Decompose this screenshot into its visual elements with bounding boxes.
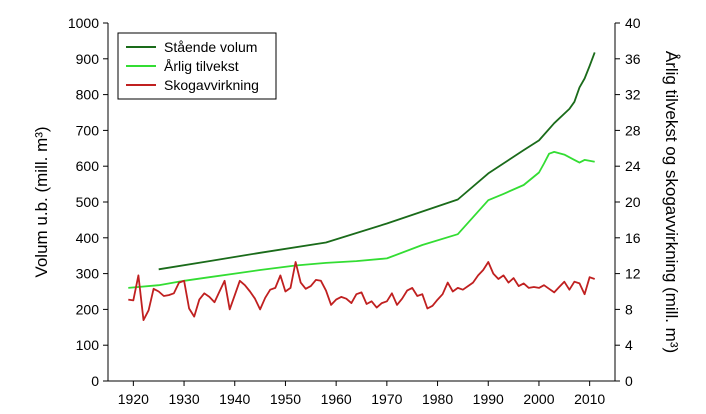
- series-line-2: [128, 150, 595, 289]
- legend-label-1: Stående volum: [164, 39, 257, 55]
- x-tick-label: 1920: [118, 391, 149, 407]
- x-tick-label: 1980: [422, 391, 453, 407]
- left-y-tick-label: 700: [76, 122, 100, 138]
- right-y-axis-ticks: 0 4 8 12 16 20 24 28 32 36 40: [615, 15, 641, 389]
- left-y-axis-title: Volum u.b. (mill. m³): [32, 126, 51, 277]
- series-lines: [128, 52, 596, 322]
- x-tick-label: 1990: [473, 391, 504, 407]
- right-y-tick-label: 28: [625, 122, 641, 138]
- x-tick-label: 2010: [574, 391, 605, 407]
- left-y-tick-label: 0: [91, 373, 99, 389]
- legend-label-3: Skogavvirkning: [164, 77, 259, 93]
- x-tick-label: 1960: [321, 391, 352, 407]
- right-y-tick-label: 24: [625, 158, 641, 174]
- right-y-tick-label: 0: [625, 373, 633, 389]
- legend: Stående volum Årlig tilvekst Skogavvirknin…: [117, 32, 277, 100]
- left-y-tick-label: 500: [76, 194, 100, 210]
- left-y-tick-label: 900: [76, 51, 100, 67]
- right-y-tick-label: 8: [625, 301, 633, 317]
- left-y-tick-label: 600: [76, 158, 100, 174]
- right-y-tick-label: 32: [625, 87, 641, 103]
- right-y-tick-label: 36: [625, 51, 641, 67]
- x-tick-label: 1950: [270, 391, 301, 407]
- left-y-tick-label: 100: [76, 337, 100, 353]
- left-y-tick-label: 300: [76, 266, 100, 282]
- left-y-tick-label: 200: [76, 301, 100, 317]
- right-y-tick-label: 4: [625, 337, 633, 353]
- series-line-3: [128, 261, 595, 322]
- left-y-axis-ticks: 0 100 200 300 400 500 600 700 800 900 1000: [68, 15, 108, 389]
- x-axis-ticks: 1920 1930 1940 1950 1960 1970 1980 1990 2000 2010: [118, 381, 605, 407]
- right-y-tick-label: 12: [625, 266, 641, 282]
- left-y-tick-label: 800: [76, 87, 100, 103]
- right-y-axis-title: Årlig tilvekst og skogavvirkning (mill. …: [662, 51, 681, 353]
- series-line-1: [158, 52, 596, 271]
- x-tick-label: 1940: [219, 391, 250, 407]
- x-tick-label: 2000: [523, 391, 554, 407]
- x-tick-label: 1970: [371, 391, 402, 407]
- right-y-tick-label: 20: [625, 194, 641, 210]
- legend-label-2: Årlig tilvekst: [164, 58, 239, 74]
- left-y-tick-label: 1000: [68, 15, 99, 31]
- right-y-tick-label: 40: [625, 15, 641, 31]
- left-y-tick-label: 400: [76, 230, 100, 246]
- x-tick-label: 1930: [168, 391, 199, 407]
- right-y-tick-label: 16: [625, 230, 641, 246]
